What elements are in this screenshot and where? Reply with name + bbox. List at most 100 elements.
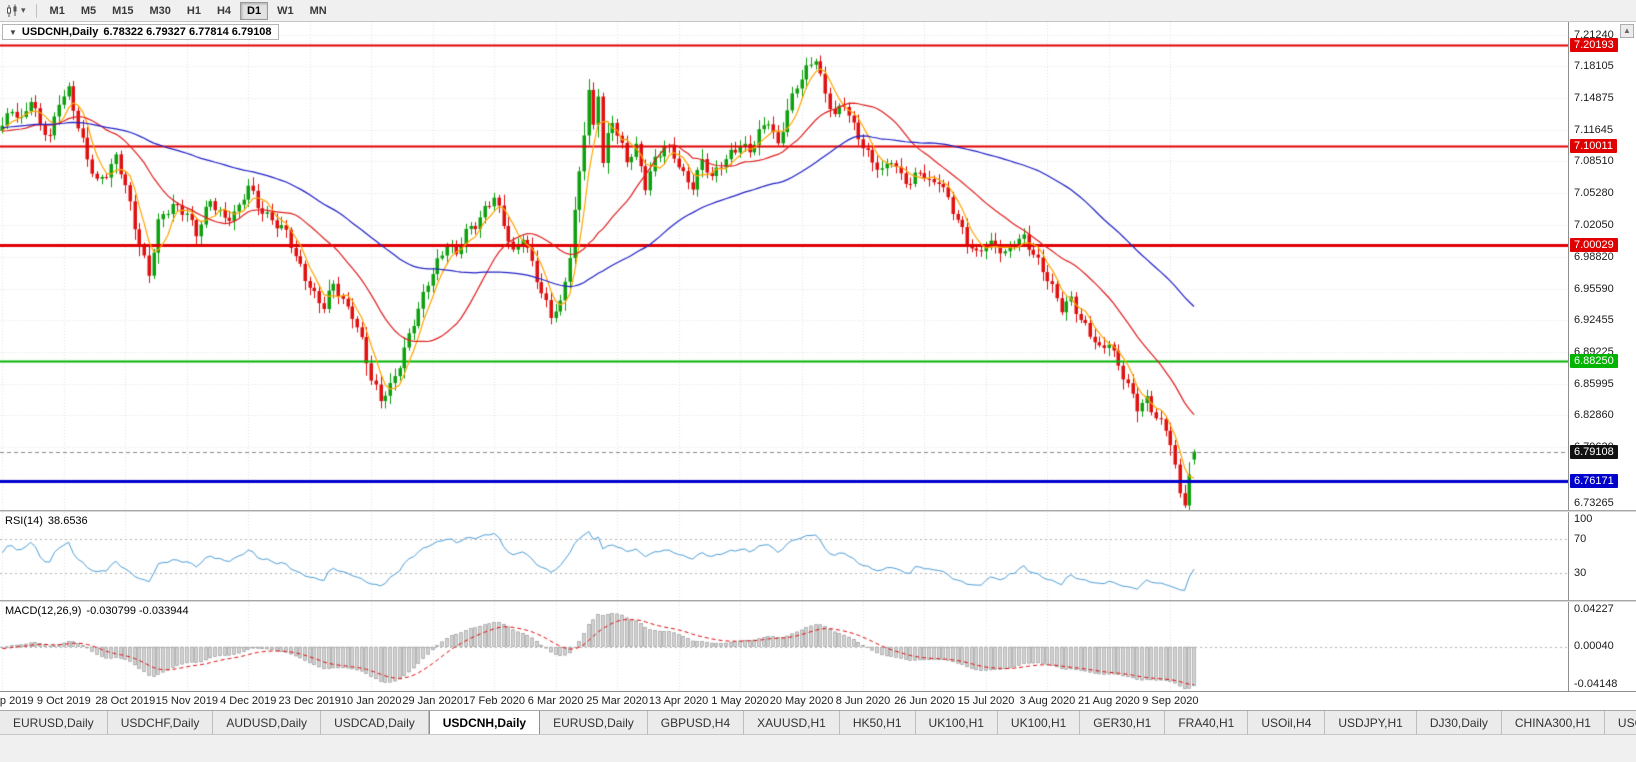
chart-title-box: ▼ USDCNH,Daily 6.78322 6.79327 6.77814 6…	[2, 24, 279, 40]
period-button-H4[interactable]: H4	[216, 4, 232, 17]
tab-dj30-daily[interactable]: DJ30,Daily	[1416, 711, 1502, 734]
macd-name: MACD(12,26,9)	[5, 605, 82, 617]
tab-usdcad-daily[interactable]: USDCAD,Daily	[321, 711, 429, 734]
price-axis-label: 7.11645	[1574, 123, 1613, 136]
period-button-M30[interactable]: M30	[149, 4, 171, 17]
period-button-MN[interactable]: MN	[309, 4, 327, 17]
tab-usdjpy-h1[interactable]: USDJPY,H1	[1325, 711, 1417, 734]
price-axis: 7.21240 7.18105 7.14875 7.11645 7.08510 7.052…	[1568, 22, 1636, 510]
price-axis-label: 6.85995	[1574, 377, 1614, 390]
date-axis-label: 9 Oct 2019	[36, 695, 91, 707]
macd-axis: 0.04227 0.00040 -0.04148	[1568, 602, 1636, 691]
rsi-axis-label: 100	[1574, 513, 1593, 525]
toolbar-separator	[35, 3, 37, 18]
tab-uk100-h1[interactable]: UK100,H1	[997, 711, 1081, 734]
date-axis-label: 9 Sep 2020	[1142, 695, 1199, 707]
price-axis-label: 7.08510	[1574, 154, 1614, 167]
rsi-axis-label: 30	[1574, 566, 1587, 579]
date-axis-label: 4 Dec 2019	[220, 695, 277, 707]
price-axis-label: 7.21240	[1574, 28, 1614, 41]
date-axis-label: 15 Jul 2020	[957, 695, 1015, 707]
chart-ohlc-values: 6.78322 6.79327 6.77814 6.79108	[103, 26, 272, 38]
price-axis-label: 6.82860	[1574, 408, 1614, 421]
rsi-label: RSI(14) 38.6536	[5, 515, 88, 527]
date-axis-label: 13 Apr 2020	[648, 695, 709, 707]
collapse-icon[interactable]: ▼	[9, 27, 17, 37]
date-axis-label: 20 May 2020	[769, 695, 834, 707]
macd-canvas[interactable]	[0, 602, 1568, 691]
price-badge: 7.20193	[1570, 38, 1618, 53]
dropdown-caret-icon[interactable]: ▾	[21, 5, 26, 15]
period-button-M15[interactable]: M15	[112, 4, 134, 17]
tab-fra40-h1[interactable]: FRA40,H1	[1165, 711, 1249, 734]
macd-axis-label: 0.04227	[1574, 603, 1614, 615]
panel-splitter[interactable]	[0, 510, 1636, 512]
tab-eurusd-daily[interactable]: EURUSD,Daily	[540, 711, 648, 734]
status-bar	[0, 734, 1636, 762]
date-axis-label: 20 Sep 2019	[0, 695, 34, 707]
price-badge: 7.00029	[1570, 237, 1618, 252]
rsi-canvas[interactable]	[0, 512, 1568, 600]
tab-eurusd-daily[interactable]: EURUSD,Daily	[0, 711, 108, 734]
date-axis-label: 10 Jan 2020	[340, 695, 402, 707]
price-axis-label: 7.14875	[1574, 91, 1614, 104]
timeframe-toolbar: ▾ M1 M5 M15 M30 H1 H4 D1 W1 MN	[0, 0, 1636, 22]
date-axis-label: 23 Dec 2019	[278, 695, 341, 707]
tab-ger30-h1[interactable]: GER30,H1	[1080, 711, 1166, 734]
price-badge: 6.88250	[1570, 354, 1618, 369]
rsi-axis: 100 70 30	[1568, 512, 1636, 600]
tab-gbpusd-h4[interactable]: GBPUSD,H4	[647, 711, 745, 734]
price-axis-label: 7.18105	[1574, 59, 1614, 72]
chart-symbol-label: USDCNH,Daily	[21, 26, 99, 38]
price-chart-canvas[interactable]	[0, 22, 1568, 510]
candlestick-chart-icon[interactable]	[4, 3, 20, 19]
candlestick-chart-glyph	[7, 4, 17, 17]
chart-scroll-up-button[interactable]: ▲	[1620, 24, 1634, 38]
period-button-M1[interactable]: M1	[49, 4, 65, 17]
chart-tab-bar: EURUSD,Daily USDCHF,Daily AUDUSD,Daily USDC…	[0, 710, 1636, 734]
tab-xauusd-h1[interactable]: XAUUSD,H1	[744, 711, 840, 734]
price-axis-label: 6.92455	[1574, 313, 1614, 326]
tab-usoil-h4[interactable]: USOil,H4	[1248, 711, 1326, 734]
rsi-name: RSI(14)	[5, 515, 43, 527]
tab-audusd-daily[interactable]: AUDUSD,Daily	[213, 711, 322, 734]
panel-splitter[interactable]	[0, 600, 1636, 602]
price-axis-label: 6.73265	[1574, 497, 1614, 509]
period-buttons-group: M1 M5 M15 M30 H1 H4 D1 W1 MN	[43, 1, 334, 20]
price-axis-label: 6.98820	[1574, 250, 1614, 263]
rsi-value: 38.6536	[47, 515, 88, 527]
price-chart-panel: ▼ USDCNH,Daily 6.78322 6.79327 6.77814 6…	[0, 22, 1636, 510]
price-badge: 6.79108	[1570, 444, 1618, 459]
period-button-H1[interactable]: H1	[186, 4, 201, 17]
period-button-W1[interactable]: W1	[277, 4, 294, 17]
macd-label: MACD(12,26,9) -0.030799 -0.033944	[5, 605, 189, 617]
price-axis-label: 7.05280	[1574, 186, 1614, 199]
date-axis-label: 25 Mar 2020	[586, 695, 648, 707]
date-axis-label: 6 Mar 2020	[527, 695, 584, 707]
tab-hk50-h1[interactable]: HK50,H1	[839, 711, 916, 734]
tab-uk100-h1[interactable]: UK100,H1	[915, 711, 998, 734]
date-axis-label: 17 Feb 2020	[463, 695, 526, 707]
tab-usdcnh-daily[interactable]: USDCNH,Daily	[428, 711, 541, 734]
macd-values: -0.030799 -0.033944	[86, 605, 189, 617]
date-axis-label: 29 Jan 2020	[402, 695, 463, 707]
date-axis-label: 26 Jun 2020	[894, 695, 955, 707]
tab-china300-h1[interactable]: CHINA300,H1	[1501, 711, 1605, 734]
tab-usdchf-daily[interactable]: USDCHF,Daily	[107, 711, 214, 734]
macd-axis-label: 0.00040	[1574, 640, 1614, 653]
date-axis-label: 28 Oct 2019	[95, 695, 156, 707]
date-axis-label: 15 Nov 2019	[155, 695, 218, 707]
rsi-panel: RSI(14) 38.6536 100 70 30	[0, 512, 1636, 600]
rsi-axis-label: 70	[1574, 533, 1587, 546]
date-axis-label: 3 Aug 2020	[1019, 695, 1076, 707]
period-button-M5[interactable]: M5	[80, 4, 97, 17]
period-button-D1[interactable]: D1	[240, 1, 269, 20]
macd-axis-label: -0.04148	[1574, 678, 1618, 690]
price-badge: 7.10011	[1570, 138, 1617, 153]
tab-usoil-h1[interactable]: USOil,H1	[1604, 711, 1636, 734]
chart-region: ▼ USDCNH,Daily 6.78322 6.79327 6.77814 6…	[0, 22, 1636, 710]
price-axis-label: 7.02050	[1574, 218, 1614, 231]
date-axis-label: 1 May 2020	[711, 695, 769, 707]
